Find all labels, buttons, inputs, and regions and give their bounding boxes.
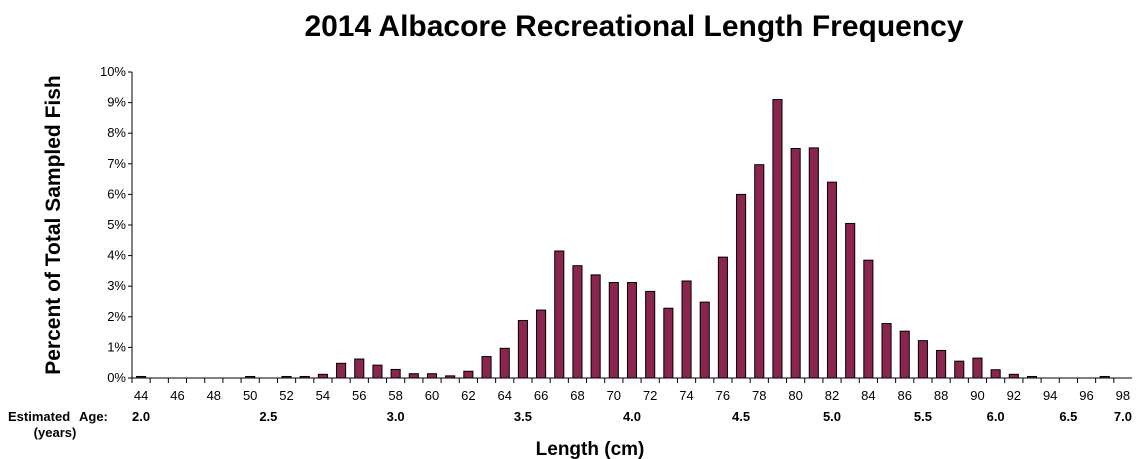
bar	[990, 369, 1001, 379]
x-tick-label: 92	[1007, 388, 1021, 403]
bar	[554, 250, 565, 379]
age-tick-label: 5.5	[914, 409, 932, 424]
y-tick-label: 4%	[107, 248, 126, 263]
y-tick-label: 3%	[107, 278, 126, 293]
x-tick-label: 96	[1079, 388, 1093, 403]
bar	[463, 370, 474, 379]
y-tick-label: 10%	[100, 64, 126, 79]
bar	[336, 362, 347, 379]
x-tick-label: 98	[1116, 388, 1130, 403]
bar	[590, 274, 601, 379]
age-tick-label: 6.0	[987, 409, 1005, 424]
age-axis-title-age: Age:	[79, 409, 108, 424]
bar	[736, 193, 747, 379]
bar	[408, 373, 419, 379]
age-tick-label: 4.5	[732, 409, 750, 424]
bar	[645, 290, 656, 379]
bar	[881, 323, 892, 379]
x-tick-label: 80	[788, 388, 802, 403]
y-tick-label: 7%	[107, 156, 126, 171]
bar	[608, 282, 619, 379]
bar	[499, 347, 510, 379]
bar	[1008, 373, 1019, 379]
bar	[626, 282, 638, 379]
bar	[863, 259, 874, 379]
age-tick-label: 4.0	[623, 409, 641, 424]
bar	[390, 368, 401, 379]
x-tick-label: 86	[897, 388, 911, 403]
x-tick-label: 94	[1043, 388, 1057, 403]
bar	[936, 349, 947, 379]
x-tick-label: 66	[534, 388, 548, 403]
y-axis-label: Percent of Total Sampled Fish	[42, 75, 65, 375]
y-tick-label: 2%	[107, 309, 126, 324]
x-tick-label: 78	[752, 388, 766, 403]
bar	[663, 307, 674, 379]
chart-title: 2014 Albacore Recreational Length Freque…	[304, 10, 963, 43]
x-tick-label: 90	[970, 388, 984, 403]
x-tick-label: 74	[679, 388, 693, 403]
age-axis-units: (years)	[34, 425, 77, 440]
age-tick-label: 6.5	[1059, 409, 1077, 424]
age-axis-ticks: 2.0 2.5 3.0 3.5 4.0 4.5 5.0 5.5 6.0 6.5 7.0	[132, 409, 1132, 424]
bar	[317, 373, 328, 379]
bar	[699, 301, 710, 379]
y-tick-label: 6%	[107, 186, 126, 201]
age-tick-label: 5.0	[823, 409, 841, 424]
bar	[917, 340, 928, 379]
y-tick-label: 9%	[107, 95, 126, 110]
x-tick-label: 44	[134, 388, 148, 403]
y-tick-label: 5%	[107, 217, 126, 232]
bar	[899, 330, 910, 379]
bar	[972, 357, 983, 379]
bar	[426, 373, 438, 379]
x-tick-label: 88	[934, 388, 948, 403]
x-tick-label: 56	[352, 388, 366, 403]
x-tick-label: 64	[497, 388, 511, 403]
y-tick-label: 0%	[107, 370, 126, 385]
bar	[845, 222, 856, 379]
x-tick-label: 54	[316, 388, 330, 403]
bar	[826, 181, 838, 379]
x-tick-label: 68	[570, 388, 584, 403]
age-tick-label: 2.5	[259, 409, 277, 424]
x-tick-label: 46	[170, 388, 184, 403]
bar	[572, 265, 583, 379]
age-tick-label: 7.0	[1114, 409, 1132, 424]
x-tick-label: 70	[607, 388, 621, 403]
age-tick-label: 3.0	[387, 409, 405, 424]
age-tick-label: 3.5	[514, 409, 532, 424]
bar	[536, 309, 547, 379]
x-tick-label: 62	[461, 388, 475, 403]
bar	[954, 360, 965, 379]
bar	[772, 99, 783, 379]
bar	[372, 364, 383, 379]
x-tick-label: 82	[825, 388, 839, 403]
y-tick-label: 8%	[107, 125, 126, 140]
bar	[808, 147, 819, 379]
bars-group	[136, 99, 1110, 379]
x-tick-label: 84	[861, 388, 875, 403]
bar	[681, 280, 692, 379]
y-tick-label: 1%	[107, 339, 126, 354]
y-axis-ticks: 0% 1% 2% 3% 4% 5% 6% 7% 8% 9% 10%	[100, 64, 132, 385]
x-tick-label: 50	[243, 388, 257, 403]
x-axis-ticks: 44 46 48 50 52 54 56 58 60 62 64 66 68 70 72 74 76 78 80 82…	[131, 378, 1130, 403]
x-tick-label: 72	[643, 388, 657, 403]
age-tick-label: 2.0	[132, 409, 150, 424]
age-axis-title-estimated: Estimated	[8, 409, 70, 424]
bar	[354, 358, 365, 379]
x-tick-label: 52	[279, 388, 293, 403]
bar	[754, 164, 765, 379]
x-tick-label: 60	[425, 388, 439, 403]
bar	[517, 319, 528, 379]
x-tick-label: 48	[207, 388, 221, 403]
x-tick-label: 76	[716, 388, 730, 403]
bar	[481, 356, 492, 379]
bar	[717, 256, 728, 379]
x-tick-label: 58	[388, 388, 402, 403]
bar	[790, 148, 801, 379]
x-axis-label: Length (cm)	[536, 439, 645, 459]
